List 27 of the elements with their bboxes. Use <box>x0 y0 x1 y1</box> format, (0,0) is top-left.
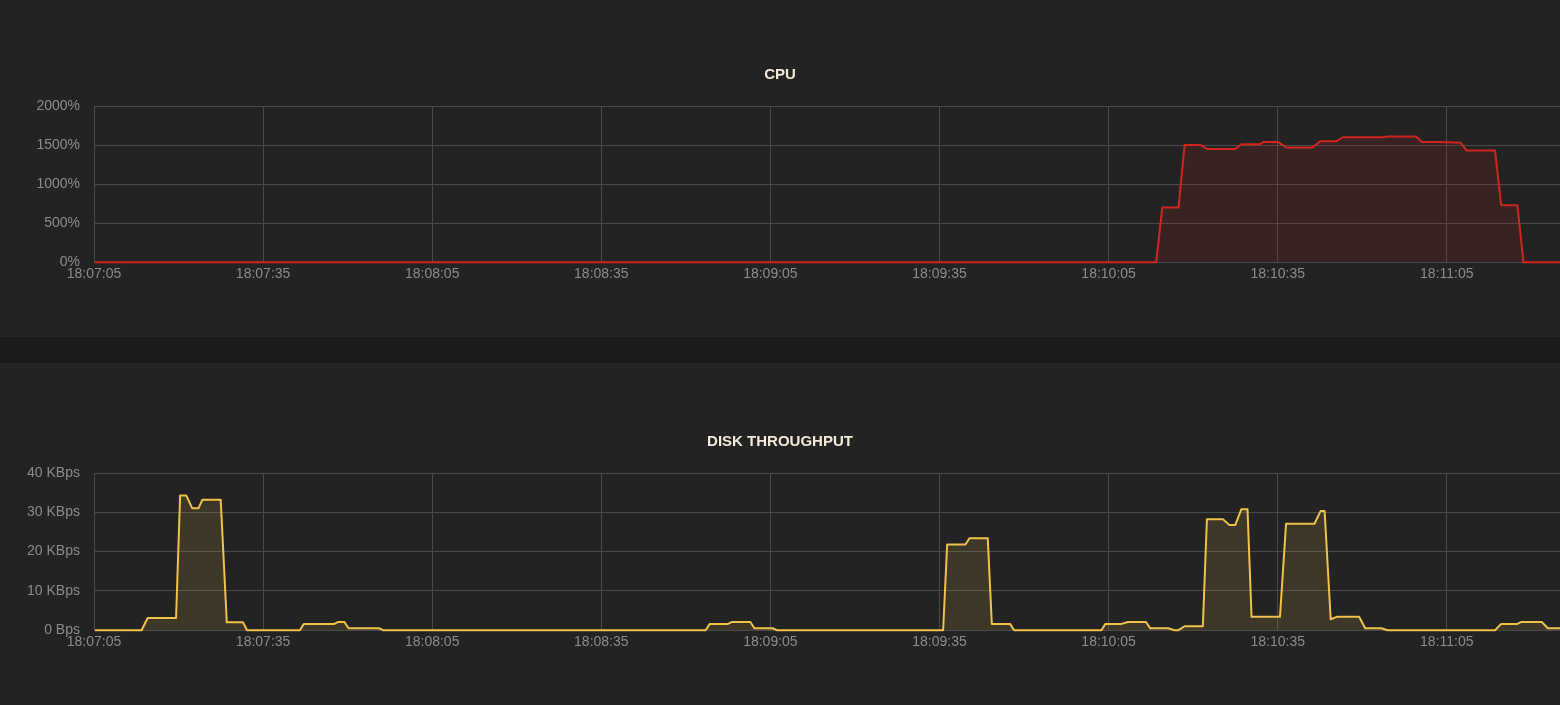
y-tick-label: 500% <box>44 214 80 231</box>
x-tick-label: 18:10:05 <box>1081 633 1137 650</box>
y-tick-label: 30 KBps <box>27 503 80 520</box>
x-tick-label: 18:07:35 <box>235 633 291 650</box>
x-tick-label: 18:10:05 <box>1081 265 1137 282</box>
y-tick-label: 40 KBps <box>27 463 80 480</box>
x-tick-label: 18:09:35 <box>912 633 967 650</box>
x-tick-label: 18:08:05 <box>404 265 460 282</box>
y-tick-label: 2000% <box>36 96 80 113</box>
x-tick-label: 18:10:35 <box>1250 265 1306 282</box>
x-tick-label: 18:11:05 <box>1420 265 1474 282</box>
x-tick-label: 18:08:35 <box>574 633 629 650</box>
x-tick-label: 18:10:35 <box>1250 633 1306 650</box>
x-tick-label: 18:09:05 <box>743 633 798 650</box>
y-tick-label: 10 KBps <box>27 581 80 598</box>
x-tick-label: 18:08:05 <box>404 633 460 650</box>
x-tick-label: 18:09:35 <box>912 265 967 282</box>
y-tick-label: 20 KBps <box>27 542 80 559</box>
y-tick-label: 1000% <box>36 174 80 191</box>
x-tick-label: 18:07:35 <box>235 265 291 282</box>
x-tick-label: 18:09:05 <box>743 265 798 282</box>
x-tick-label: 18:11:05 <box>1420 633 1474 650</box>
x-tick-label: 18:07:05 <box>66 265 122 282</box>
chart-title: DISK THROUGHPUT <box>707 432 853 450</box>
y-tick-label: 1500% <box>36 135 80 152</box>
chart-title: CPU <box>764 65 796 83</box>
x-tick-label: 18:08:35 <box>574 265 629 282</box>
